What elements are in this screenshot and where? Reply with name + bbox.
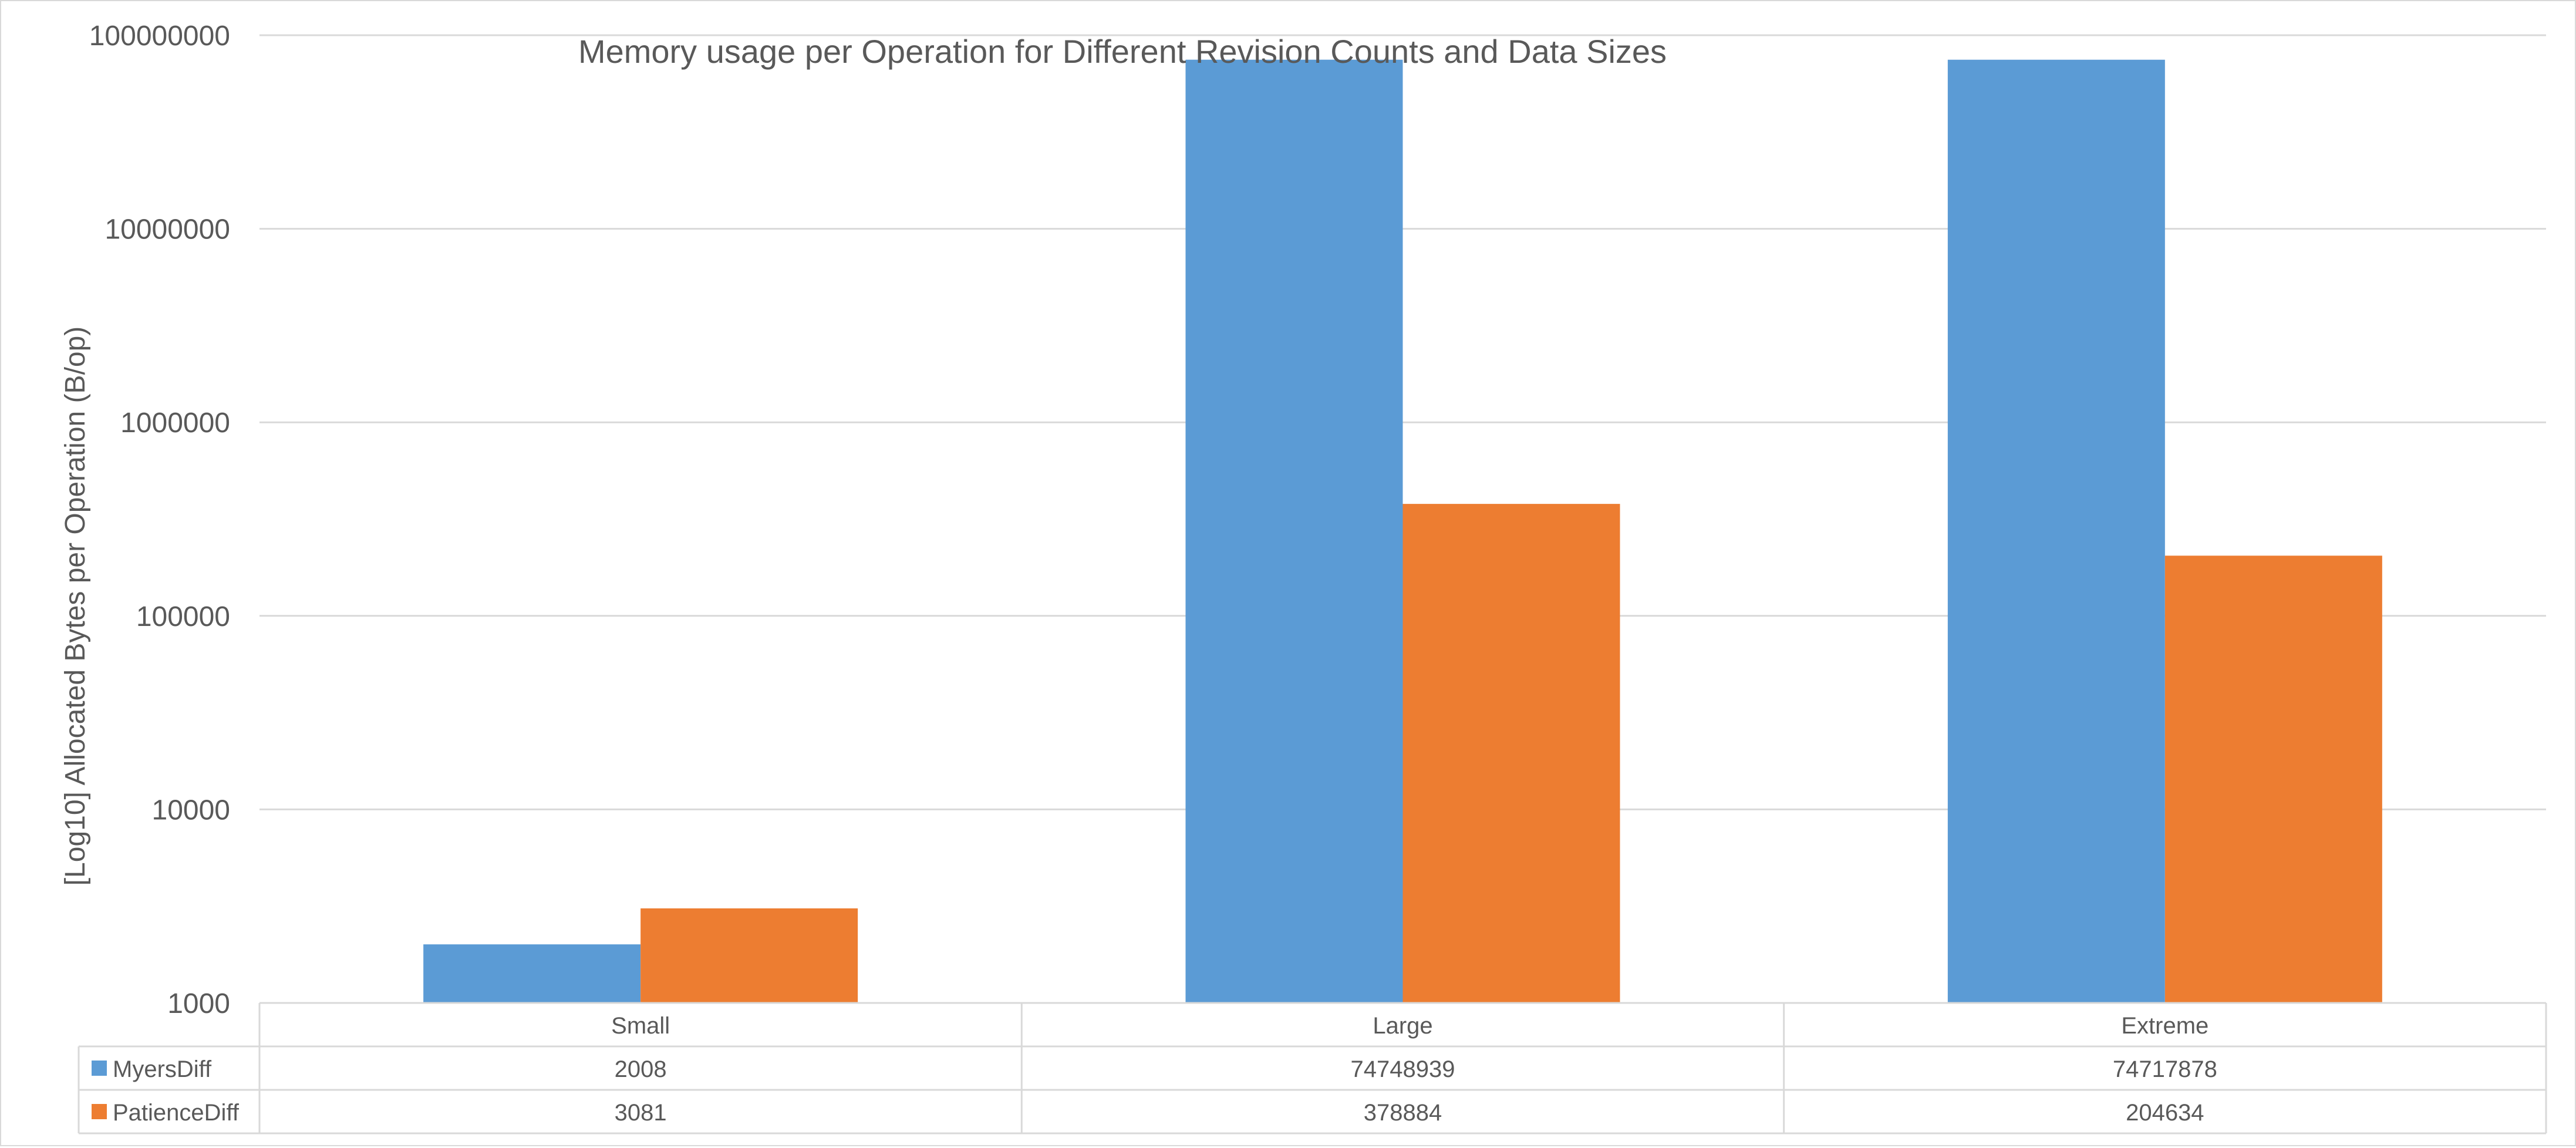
y-axis-label: [Log10] Allocated Bytes per Operation (B…	[60, 326, 91, 886]
bars	[423, 59, 2382, 1004]
x-category-label: Large	[1373, 1013, 1432, 1039]
y-tick-label: 100000	[136, 601, 230, 632]
bar-patiencediff-large	[1402, 504, 1620, 1003]
y-tick-label: 10000	[152, 794, 230, 826]
bar-patiencediff-extreme	[2164, 556, 2382, 1003]
chart-title: Memory usage per Operation for Different…	[578, 33, 1667, 70]
legend-label: PatienceDiff	[113, 1100, 240, 1126]
legend-key-patiencediff	[92, 1104, 107, 1119]
legend-label: MyersDiff	[113, 1056, 212, 1082]
x-category-label: Small	[611, 1013, 670, 1039]
y-tick-label: 1000000	[120, 408, 230, 439]
bar-myersdiff-small	[423, 944, 641, 1003]
bar-myersdiff-extreme	[1947, 59, 2165, 1004]
y-tick-label: 10000000	[104, 214, 230, 245]
y-tick-label: 100000000	[89, 21, 230, 52]
data-label: 74717878	[2113, 1056, 2217, 1082]
data-label: 74748939	[1351, 1056, 1455, 1082]
bar-myersdiff-large	[1185, 59, 1403, 1003]
data-table: Small Large Extreme MyersDiff 2008 74748939 74…	[77, 1002, 2547, 1134]
legend-key-myersdiff	[92, 1061, 107, 1076]
data-label: 2008	[615, 1056, 667, 1082]
y-tick-labels: 1000 10000 100000 1000000 10000000 100000000	[89, 21, 230, 1019]
y-tick-label: 1000	[167, 988, 230, 1019]
x-category-label: Extreme	[2121, 1013, 2209, 1039]
data-label: 3081	[615, 1100, 667, 1126]
bar-patiencediff-small	[640, 908, 858, 1003]
data-label: 204634	[2126, 1100, 2204, 1126]
data-label: 378884	[1364, 1100, 1442, 1126]
